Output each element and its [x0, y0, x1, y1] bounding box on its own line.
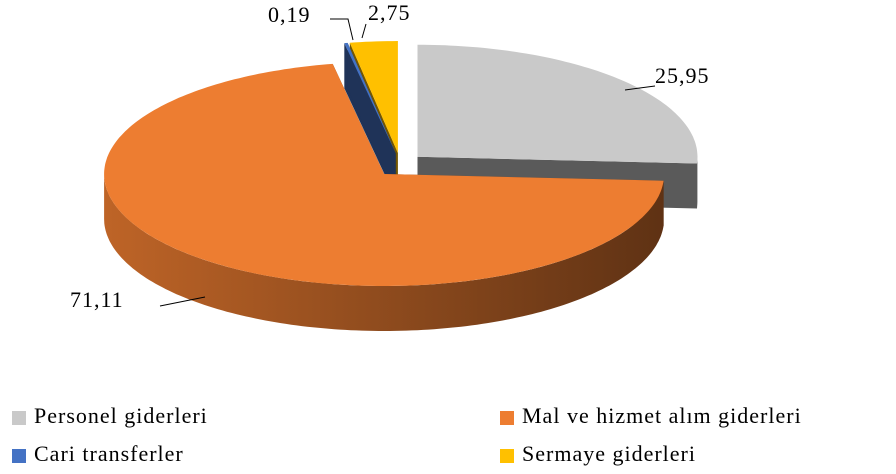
leader-line — [159, 296, 206, 307]
data-label: 0,19 — [268, 2, 311, 27]
legend-swatch — [12, 449, 26, 463]
slice-rim — [104, 174, 664, 331]
leader-line — [624, 85, 656, 91]
slice-tops — [104, 41, 698, 287]
slice-rim — [697, 156, 698, 209]
pie-slice — [344, 42, 396, 154]
data-label: 71,11 — [70, 287, 124, 312]
legend-label: Cari transferler — [34, 441, 184, 466]
pie-slice — [417, 44, 698, 164]
pie-slice — [349, 41, 398, 153]
slice-cut-face — [347, 42, 396, 199]
legend-swatch — [500, 411, 514, 425]
leader-line — [361, 23, 367, 39]
legend-label: Personel giderleri — [34, 403, 208, 428]
pie-slice — [104, 63, 664, 287]
legend-label: Mal ve hizmet alım giderleri — [522, 403, 802, 428]
leader-line — [330, 18, 354, 41]
legend-swatch — [12, 411, 26, 425]
data-label: 25,95 — [655, 63, 710, 88]
legend-swatch — [500, 449, 514, 463]
legend-label: Sermaye giderleri — [522, 441, 696, 466]
data-label: 2,75 — [368, 0, 411, 25]
